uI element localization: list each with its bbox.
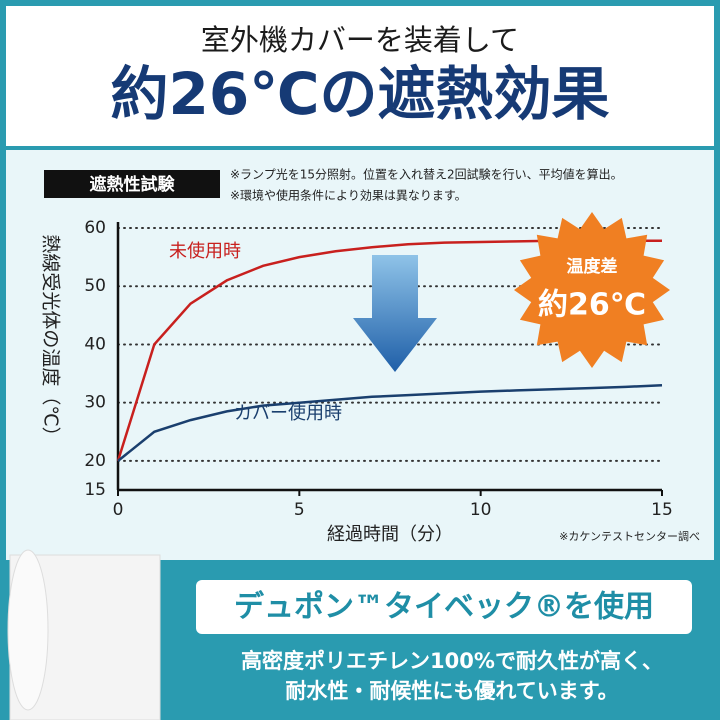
series-line bbox=[117, 383, 663, 462]
burst-value: 約26℃ bbox=[538, 288, 646, 323]
note: ※ランプ光を15分照射。位置を入れ替え2回試験を行い、平均値を算出。 bbox=[230, 167, 623, 182]
burst bbox=[514, 212, 670, 368]
x-tick-label: 5 bbox=[294, 500, 305, 520]
y-tick-label: 40 bbox=[84, 334, 106, 354]
paper-roll bbox=[7, 549, 161, 720]
source-note: ※カケンテストセンター調べ bbox=[559, 529, 700, 543]
series-label: カバー使用時 bbox=[234, 403, 342, 424]
footer-line: 高密度ポリエチレン100%で耐久性が高く、 bbox=[241, 649, 663, 673]
burst-shape bbox=[514, 212, 670, 368]
y-tick-label: 50 bbox=[84, 276, 106, 296]
decrease-arrow bbox=[353, 255, 437, 372]
header-subtitle: 室外機カバーを装着して bbox=[201, 23, 519, 57]
x-axis-label: 経過時間（分） bbox=[327, 524, 453, 545]
y-tick-label: 60 bbox=[84, 218, 106, 238]
y-tick-label: 20 bbox=[84, 451, 106, 471]
y-tick-label: 15 bbox=[84, 480, 106, 500]
badge: 遮熱性試験 bbox=[90, 174, 176, 195]
x-tick-label: 10 bbox=[470, 500, 492, 520]
header-bg bbox=[6, 6, 714, 146]
x-tick-label: 0 bbox=[113, 500, 124, 520]
footer-title-box bbox=[196, 580, 692, 634]
series-label: 未使用時 bbox=[169, 241, 241, 262]
burst-label: 温度差 bbox=[567, 256, 618, 277]
y-tick-label: 30 bbox=[84, 393, 106, 413]
chart-bg bbox=[6, 150, 714, 560]
x-tick-label: 15 bbox=[651, 500, 673, 520]
y-axis-label: 熱線受光体の温度（℃） bbox=[40, 234, 62, 445]
badge-bg bbox=[44, 170, 220, 198]
header-title: 約26℃の遮熱効果 bbox=[111, 60, 610, 128]
footer-title: デュポン™タイベック®を使用 bbox=[234, 590, 654, 625]
note: ※環境や使用条件により効果は異なります。 bbox=[230, 188, 467, 203]
footer-line: 耐水性・耐候性にも優れています。 bbox=[285, 679, 618, 703]
